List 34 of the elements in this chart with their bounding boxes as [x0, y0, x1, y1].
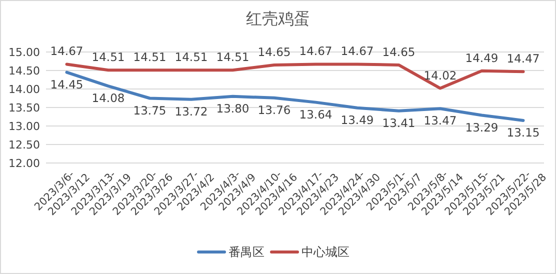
data-label: 13.80: [216, 101, 250, 116]
y-tick-label: 13.00: [8, 120, 40, 133]
y-tick-label: 14.00: [8, 83, 40, 96]
data-label: 14.51: [216, 50, 250, 64]
data-label: 14.67: [299, 44, 332, 58]
data-label: 14.51: [92, 50, 125, 64]
y-tick-label: 14.50: [8, 64, 40, 78]
data-label: 13.41: [382, 116, 416, 130]
y-tick-label: 13.50: [8, 102, 40, 114]
legend-label: 番禺区: [228, 245, 264, 259]
data-label: 14.45: [50, 77, 84, 92]
chart-title: 红壳鸡蛋: [246, 9, 310, 28]
data-label: 14.67: [50, 44, 84, 58]
data-label: 14.08: [92, 91, 125, 106]
y-tick-label: 12.50: [8, 138, 40, 152]
data-label: 14.51: [133, 50, 166, 64]
data-label: 13.29: [465, 120, 498, 134]
legend-label: 中心城区: [302, 245, 350, 259]
data-label: 13.64: [299, 107, 332, 122]
data-label: 13.75: [133, 103, 166, 118]
data-label: 13.15: [506, 125, 540, 140]
data-label: 14.65: [382, 44, 416, 59]
data-label: 13.72: [174, 104, 208, 118]
data-label: 13.47: [424, 114, 457, 128]
y-tick-label: 15.00: [8, 46, 40, 59]
data-label: 14.51: [174, 50, 208, 64]
data-label: 13.49: [340, 112, 374, 127]
data-label: 14.65: [258, 44, 291, 59]
data-label: 14.49: [465, 50, 498, 65]
data-label: 14.67: [340, 44, 374, 58]
y-tick-label: 12.00: [8, 157, 40, 170]
data-label: 14.02: [424, 68, 457, 82]
data-label: 14.47: [506, 52, 540, 66]
data-label: 13.76: [258, 102, 291, 117]
